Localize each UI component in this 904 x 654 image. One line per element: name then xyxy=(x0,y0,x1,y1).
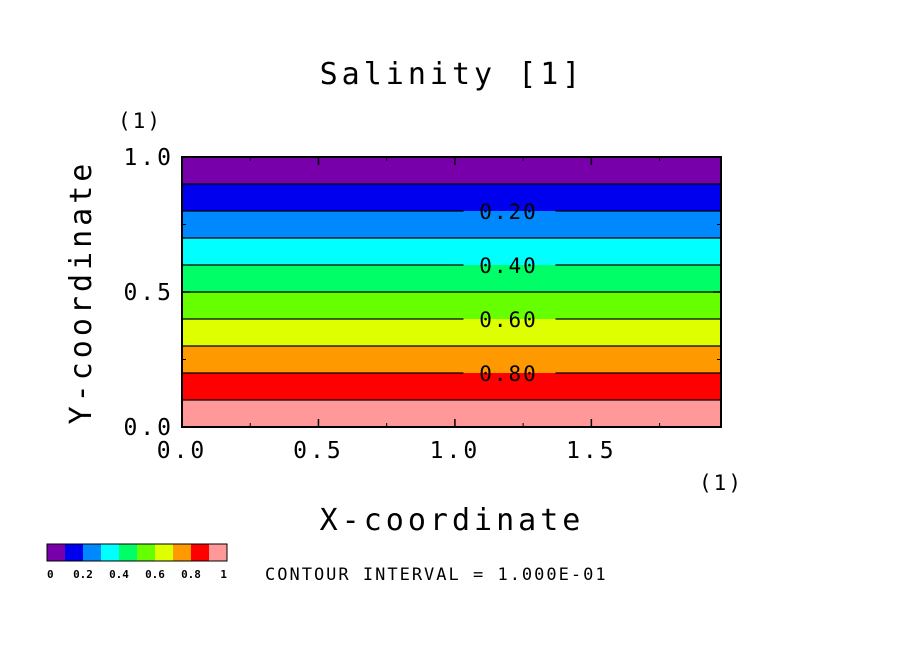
colorbar-cell-1 xyxy=(65,544,83,561)
colorbar-label-5: 1 xyxy=(220,568,227,581)
contour-lines xyxy=(182,183,721,401)
colorbar-label-1: 0.2 xyxy=(73,568,93,581)
chart-title: Salinity [1] xyxy=(320,57,585,92)
contour-label-1: 0.40 xyxy=(479,254,538,278)
contour-interval-note: CONTOUR INTERVAL = 1.000E-01 xyxy=(265,565,608,585)
colorbar-frame xyxy=(46,543,228,562)
contour-label-3: 0.80 xyxy=(479,362,538,386)
colorbar-label-4: 0.8 xyxy=(181,568,201,581)
x-axis-label: X-coordinate xyxy=(320,503,585,538)
contour-label-0: 0.20 xyxy=(479,200,538,224)
colorbar-label-0: 0 xyxy=(47,568,54,581)
contour-band-4 xyxy=(182,292,721,319)
x-axis-unit: (1) xyxy=(699,471,743,495)
x-tick-label-2: 1.0 xyxy=(430,438,481,464)
x-tick-label-3: 1.5 xyxy=(566,438,617,464)
x-tick-label-1: 0.5 xyxy=(293,438,344,464)
contour-band-6 xyxy=(182,238,721,265)
contour-band-8 xyxy=(182,184,721,211)
colorbar: 0 0.2 0.4 0.6 0.8 1 xyxy=(46,543,228,581)
y-tick-label-2: 1.0 xyxy=(123,145,174,171)
colorbar-label-3: 0.6 xyxy=(145,568,165,581)
contour-band-5 xyxy=(182,265,721,292)
y-tick-label-0: 0.0 xyxy=(123,415,174,441)
colorbar-cell-6 xyxy=(155,544,173,561)
contour-band-0 xyxy=(182,400,721,427)
contour-band-1 xyxy=(182,373,721,400)
contour-label-2: 0.60 xyxy=(479,308,538,332)
x-axis-ticks: 0.0 0.5 1.0 1.5 xyxy=(157,157,661,464)
contour-bands xyxy=(182,157,721,427)
y-axis-ticks: 0.0 0.5 1.0 xyxy=(123,145,721,441)
colorbar-cell-2 xyxy=(83,544,101,561)
colorbar-cell-5 xyxy=(137,544,155,561)
colorbar-label-2: 0.4 xyxy=(109,568,129,581)
contour-labels: 0.20 0.40 0.60 0.80 xyxy=(479,200,538,386)
colorbar-cell-4 xyxy=(119,544,137,561)
contour-band-3 xyxy=(182,319,721,346)
y-axis-label: Y-coordinate xyxy=(64,160,99,425)
colorbar-cell-7 xyxy=(173,544,191,561)
x-tick-label-0: 0.0 xyxy=(157,438,208,464)
colorbar-cell-3 xyxy=(101,544,119,561)
contour-band-2 xyxy=(182,346,721,373)
y-tick-label-1: 0.5 xyxy=(123,280,174,306)
colorbar-cell-9 xyxy=(209,544,227,561)
colorbar-cell-0 xyxy=(47,544,65,561)
y-axis-unit: (1) xyxy=(118,109,162,133)
colorbar-cell-8 xyxy=(191,544,209,561)
contour-band-7 xyxy=(182,211,721,238)
contour-band-9 xyxy=(182,157,721,184)
